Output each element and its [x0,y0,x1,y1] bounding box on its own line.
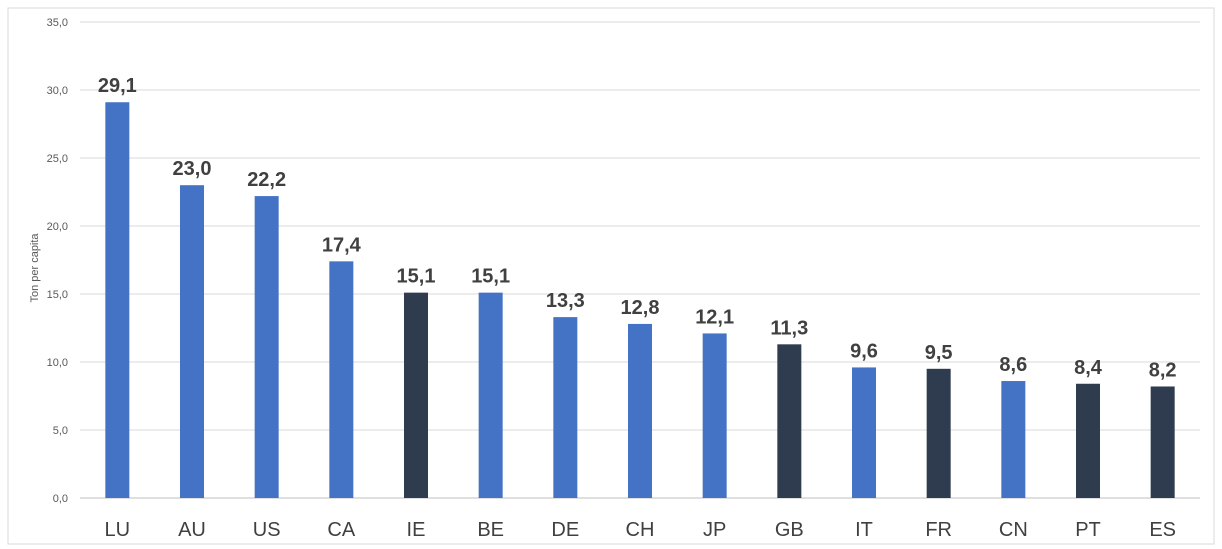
bar-pt [1076,383,1100,498]
bar-es [1150,386,1175,498]
data-label-fr: 9,5 [925,342,953,364]
data-label-lu: 29,1 [98,75,137,97]
bar-lu [105,102,130,499]
x-category-label: CA [327,519,355,541]
x-category-label: IE [407,519,426,541]
data-labels: 29,1 23,0 22,2 17,4 15,1 15,1 13,3 12,8 12,1 11,3… [98,75,1177,381]
x-category-label: DE [551,519,579,541]
data-label-au: 23,0 [173,158,212,180]
data-label-it: 9,6 [850,340,878,362]
y-axis-ticks: 0,0 5,0 10,0 15,0 20,0 25,0 30,0 35,0 [47,17,68,505]
y-tick-label: 15,0 [47,289,68,301]
data-label-be: 15,1 [471,266,510,288]
data-label-ch: 12,8 [621,297,660,319]
bar-gb [777,344,802,498]
x-category-label: GB [775,519,804,541]
data-label-ie: 15,1 [397,266,436,288]
x-category-label: FR [925,519,952,541]
x-category-label: CH [626,519,655,541]
data-label-ca: 17,4 [322,234,362,256]
bar-jp [702,333,727,498]
bars [105,102,1175,499]
x-category-label: US [253,519,281,541]
x-category-label: BE [477,519,504,541]
y-tick-label: 35,0 [47,17,68,29]
data-label-gb: 11,3 [770,317,808,339]
y-tick-label: 5,0 [53,425,68,437]
bar-de [553,317,578,498]
x-category-label: CN [999,519,1028,541]
data-label-pt: 8,4 [1074,357,1103,379]
bar-fr [926,368,951,498]
bar-us [254,196,279,498]
x-axis-categories: LU AU US CA IE BE DE CH JP GB IT FR CN PT ES [105,519,1176,541]
x-category-label: LU [105,519,131,541]
bar-be [478,292,503,498]
y-axis-title: Ton per capita [29,233,41,303]
data-label-jp: 12,1 [695,306,734,328]
y-tick-label: 25,0 [47,153,68,165]
y-tick-label: 10,0 [47,357,68,369]
x-category-label: PT [1075,519,1101,541]
data-label-cn: 8,6 [999,354,1027,376]
x-category-label: IT [855,519,873,541]
bar-cn [1001,381,1026,498]
bar-au [180,185,204,498]
bar-ca [329,261,354,498]
x-category-label: ES [1149,519,1176,541]
bar-ch [628,323,652,498]
y-tick-label: 30,0 [47,85,68,97]
x-category-label: JP [703,519,726,541]
data-label-es: 8,2 [1149,359,1177,381]
data-label-us: 22,2 [247,169,286,191]
y-tick-label: 20,0 [47,221,68,233]
y-tick-label: 0,0 [53,493,68,505]
data-label-de: 13,3 [546,290,585,312]
bar-ie [404,292,428,498]
x-category-label: AU [178,519,206,541]
bar-it [852,367,876,498]
